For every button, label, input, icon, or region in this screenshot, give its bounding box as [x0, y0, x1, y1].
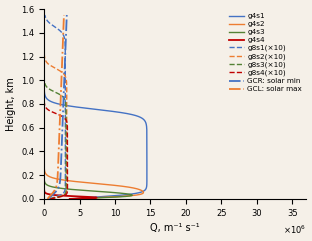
g8s2(×10) — [65, 188, 69, 191]
g8s1(×10) — [45, 19, 49, 22]
g4s2 — [42, 108, 46, 111]
g8s2(×10) — [65, 113, 69, 116]
g8s3(×10) — [48, 197, 52, 200]
g4s3 — [42, 113, 46, 116]
g8s4(×10) — [42, 19, 46, 22]
g4s4 — [42, 19, 46, 22]
g4s3 — [42, 13, 46, 16]
g8s4(×10) — [42, 19, 46, 22]
g8s2(×10) — [48, 197, 52, 200]
g4s1 — [144, 188, 147, 191]
g4s2 — [138, 188, 141, 191]
g8s1(×10) — [63, 53, 67, 55]
GCL: solar max: (2.59e+06, 1.22): solar max: (2.59e+06, 1.22) — [61, 53, 64, 55]
X-axis label: Q, m⁻¹ s⁻¹: Q, m⁻¹ s⁻¹ — [150, 223, 200, 233]
GCR: solar min: (2.69e+06, 0.754): solar min: (2.69e+06, 0.754) — [61, 108, 65, 111]
g4s3 — [42, 19, 46, 22]
Line: GCL: solar max: GCL: solar max — [47, 15, 64, 199]
Line: g4s3: g4s3 — [44, 15, 132, 199]
g8s2(×10) — [42, 13, 46, 16]
g4s3 — [42, 108, 46, 111]
g8s3(×10) — [64, 108, 68, 111]
g8s3(×10) — [42, 13, 46, 16]
g4s3 — [42, 53, 46, 55]
Text: $\times10^6$: $\times10^6$ — [283, 224, 306, 236]
GCR: solar min: (2.99e+06, 1.22): solar min: (2.99e+06, 1.22) — [63, 53, 67, 55]
GCL: solar max: (1.55e+06, 0.0791): solar max: (1.55e+06, 0.0791) — [53, 188, 57, 191]
GCR: solar min: (2.66e+06, 0.713): solar min: (2.66e+06, 0.713) — [61, 113, 65, 116]
g8s1(×10) — [63, 113, 67, 116]
Line: g8s2(×10): g8s2(×10) — [44, 15, 67, 199]
GCR: solar min: (3.17e+06, 1.51): solar min: (3.17e+06, 1.51) — [65, 19, 68, 22]
g4s1 — [42, 19, 46, 22]
g4s4 — [42, 53, 46, 55]
g8s3(×10) — [64, 113, 68, 116]
g4s2 — [42, 19, 46, 22]
g8s1(×10) — [45, 19, 49, 22]
g4s2 — [70, 197, 74, 200]
GCL: solar max: (2.26e+06, 0.713): solar max: (2.26e+06, 0.713) — [58, 113, 62, 116]
g4s2 — [42, 53, 46, 55]
g8s4(×10) — [42, 53, 46, 55]
g4s1 — [129, 113, 133, 116]
g4s4 — [42, 108, 46, 111]
g4s2 — [42, 19, 46, 22]
g4s3 — [71, 188, 75, 191]
GCL: solar max: (2.29e+06, 0.754): solar max: (2.29e+06, 0.754) — [58, 108, 62, 111]
GCL: solar max: (2.77e+06, 1.51): solar max: (2.77e+06, 1.51) — [62, 19, 66, 22]
g8s4(×10) — [42, 13, 46, 16]
GCL: solar max: (4.84e+05, 0): solar max: (4.84e+05, 0) — [46, 197, 49, 200]
g4s1 — [95, 108, 99, 111]
g4s4 — [42, 19, 46, 22]
g4s4 — [42, 13, 46, 16]
g8s3(×10) — [42, 19, 46, 22]
g8s2(×10) — [65, 108, 69, 111]
g8s2(×10) — [42, 19, 46, 22]
g8s2(×10) — [42, 19, 46, 22]
GCL: solar max: (2.77e+06, 1.5): solar max: (2.77e+06, 1.5) — [62, 19, 66, 22]
g8s4(×10) — [46, 108, 50, 111]
g4s1 — [42, 13, 46, 16]
g4s4 — [68, 197, 71, 200]
g8s3(×10) — [42, 53, 46, 55]
Line: g4s1: g4s1 — [44, 15, 147, 199]
g4s4 — [42, 113, 46, 116]
g8s4(×10) — [56, 113, 60, 116]
Legend: g4s1, g4s2, g4s3, g4s4, g8s1(×10), g8s2(×10), g8s3(×10), g8s4(×10), GCR: solar m: g4s1, g4s2, g4s3, g4s4, g8s1(×10), g8s2(… — [228, 13, 303, 93]
g4s4 — [42, 188, 46, 191]
g8s1(×10) — [48, 197, 52, 200]
Line: g8s4(×10): g8s4(×10) — [44, 15, 67, 199]
g4s2 — [42, 13, 46, 16]
g8s1(×10) — [63, 108, 67, 111]
GCR: solar min: (3.2e+06, 1.55): solar min: (3.2e+06, 1.55) — [65, 13, 69, 16]
g4s3 — [70, 197, 73, 200]
g8s3(×10) — [64, 188, 68, 191]
GCL: solar max: (2.8e+06, 1.55): solar max: (2.8e+06, 1.55) — [62, 13, 66, 16]
Line: GCR: solar min: GCR: solar min — [48, 15, 67, 199]
g4s1 — [42, 53, 46, 55]
Line: g8s1(×10): g8s1(×10) — [45, 15, 65, 199]
g4s3 — [42, 19, 46, 22]
g8s1(×10) — [63, 188, 67, 191]
Y-axis label: Height, km: Height, km — [6, 77, 16, 131]
g8s2(×10) — [42, 53, 46, 55]
GCR: solar min: (5.92e+05, 0): solar min: (5.92e+05, 0) — [46, 197, 50, 200]
Line: g8s3(×10): g8s3(×10) — [44, 15, 66, 199]
g8s1(×10) — [43, 13, 47, 16]
g4s2 — [42, 113, 46, 116]
g4s1 — [42, 19, 46, 22]
g8s3(×10) — [42, 19, 46, 22]
g8s4(×10) — [66, 188, 69, 191]
GCR: solar min: (1.88e+06, 0.0791): solar min: (1.88e+06, 0.0791) — [56, 188, 59, 191]
g8s4(×10) — [48, 197, 52, 200]
Line: g4s4: g4s4 — [44, 15, 97, 199]
Line: g4s2: g4s2 — [44, 15, 144, 199]
g4s1 — [70, 197, 74, 200]
GCR: solar min: (3.17e+06, 1.5): solar min: (3.17e+06, 1.5) — [65, 19, 68, 22]
